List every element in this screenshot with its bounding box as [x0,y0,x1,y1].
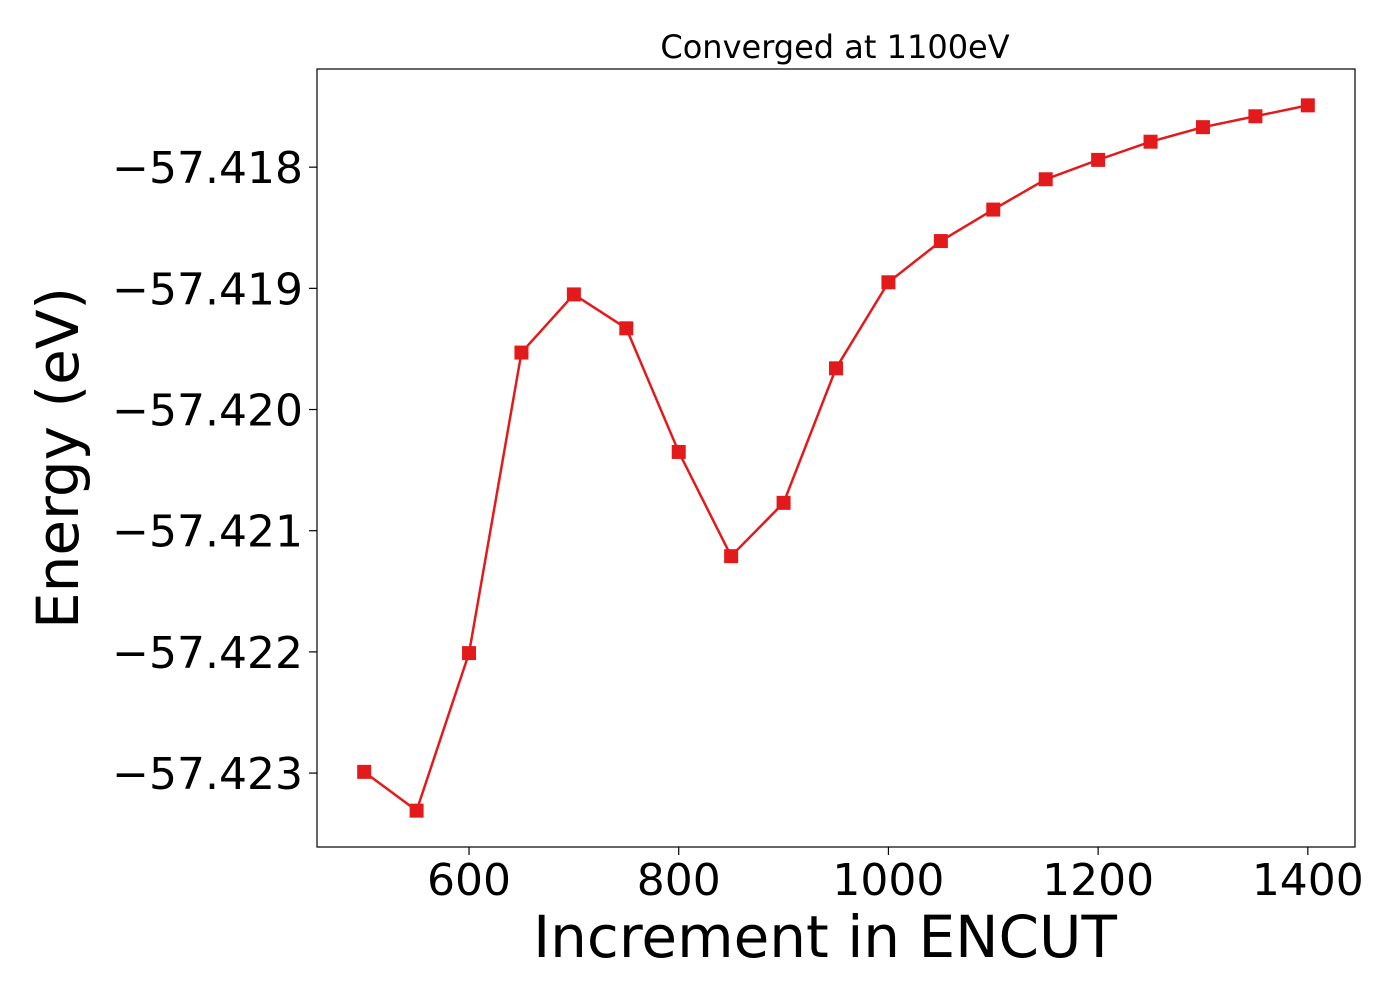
data-point-marker [1300,98,1315,113]
x-tick-label: 1000 [832,855,944,906]
data-point-marker [566,287,581,302]
y-axis-label: Energy (eV) [24,287,92,629]
x-tick-label: 1400 [1252,855,1364,906]
data-point-marker [1091,152,1106,167]
data-point-marker [462,646,477,661]
y-tick-label: −57.418 [112,143,303,194]
data-point-marker [619,321,634,336]
chart-title: Converged at 1100eV [660,28,1009,66]
data-point-marker [1038,172,1053,187]
x-tick-label: 800 [637,855,721,906]
x-axis-label: Increment in ENCUT [533,903,1117,971]
x-tick-label: 1200 [1042,855,1154,906]
series-line [363,104,1309,812]
data-point-marker [671,444,686,459]
data-point-marker [1248,109,1263,124]
plot-frame [316,68,1356,848]
data-point-marker [357,764,372,779]
data-point-marker [933,234,948,249]
data-point-marker [514,345,529,360]
y-tick-label: −57.419 [112,264,303,315]
data-point-marker [724,549,739,564]
data-point-marker [829,361,843,376]
data-point-marker [1143,134,1158,149]
data-point-marker [881,275,896,290]
data-point-marker [409,803,424,818]
y-tick-label: −57.420 [112,386,303,437]
data-point-marker [986,202,1001,217]
x-tick-label: 600 [427,855,511,906]
y-tick-label: −57.421 [112,507,303,558]
data-point-marker [776,495,791,510]
y-tick-label: −57.422 [112,628,303,679]
data-point-marker [1195,120,1210,135]
y-tick-label: −57.423 [112,749,303,800]
plot-area: 600 800 1000 1200 1400 −57.423 −57.422 −57.421 −… [112,68,1364,906]
